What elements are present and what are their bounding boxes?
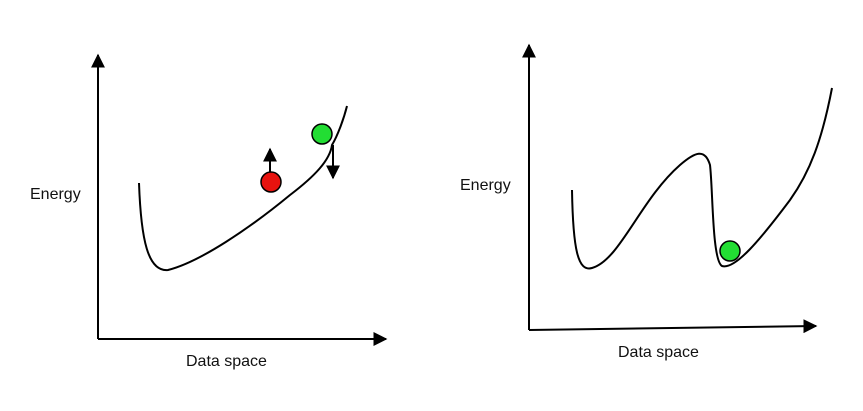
green-ball bbox=[311, 123, 333, 145]
left-xlabel: Data space bbox=[186, 353, 267, 370]
red-ball bbox=[260, 171, 282, 193]
left-ylabel: Energy bbox=[30, 186, 81, 203]
left-diagram: Energy Data space bbox=[30, 53, 388, 370]
right-green-ball bbox=[719, 240, 741, 262]
right-diagram: Energy Data space bbox=[460, 43, 833, 361]
right-ylabel: Energy bbox=[460, 177, 511, 194]
right-x-axis bbox=[528, 319, 818, 334]
right-energy-curve bbox=[571, 87, 833, 270]
left-energy-curve bbox=[138, 105, 348, 272]
right-xlabel: Data space bbox=[618, 344, 699, 361]
